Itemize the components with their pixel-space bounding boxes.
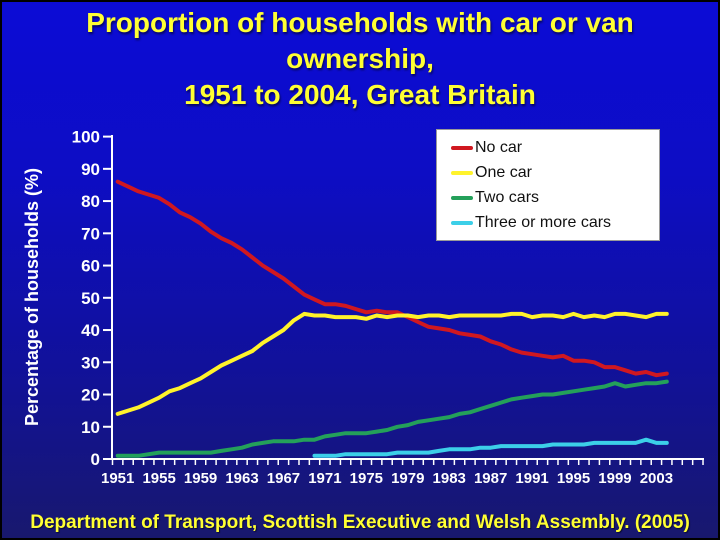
x-tick-label: 1995 bbox=[557, 470, 590, 487]
x-tick-label: 1971 bbox=[308, 470, 341, 487]
x-tick-label: 1967 bbox=[267, 470, 300, 487]
series-line-one-car bbox=[115, 311, 669, 416]
y-axis-title: Percentage of households (%) bbox=[22, 168, 42, 426]
x-tick-label: 1979 bbox=[391, 470, 424, 487]
series-line-no-car bbox=[115, 179, 669, 378]
legend-label-three-or-more-cars: Three or more cars bbox=[475, 213, 612, 231]
legend-label-one-car: One car bbox=[475, 163, 532, 181]
x-tick-label: 1951 bbox=[101, 470, 134, 487]
x-tick-label: 1987 bbox=[474, 470, 507, 487]
x-tick-label: 1959 bbox=[184, 470, 217, 487]
legend: No car One car Two cars Three or more cars bbox=[436, 129, 660, 241]
slide-title-line-3: 1951 to 2004, Great Britain bbox=[184, 79, 536, 110]
x-tick-label: 1955 bbox=[142, 470, 175, 487]
x-tick-label: 1991 bbox=[515, 470, 548, 487]
slide-title: Proportion of households with car or van… bbox=[2, 5, 718, 113]
y-tick-label: 50 bbox=[81, 289, 100, 308]
series-line-three-or-more-cars bbox=[312, 437, 669, 458]
legend-swatch-one-car bbox=[451, 170, 473, 175]
legend-item-one-car: One car bbox=[451, 164, 655, 182]
legend-label-no-car: No car bbox=[475, 138, 523, 156]
legend-swatch-two-cars bbox=[451, 195, 473, 200]
legend-label-two-cars: Two cars bbox=[475, 188, 540, 206]
legend-item-three-or-more-cars: Three or more cars bbox=[451, 214, 655, 232]
slide-title-line-1: Proportion of households with car or van bbox=[86, 7, 634, 38]
y-tick-label: 20 bbox=[81, 386, 100, 405]
legend-item-no-car: No car bbox=[451, 139, 655, 157]
x-tick-label: 1975 bbox=[350, 470, 383, 487]
legend-swatch-three-or-more-cars bbox=[451, 220, 473, 225]
y-tick-label: 10 bbox=[81, 418, 100, 437]
y-tick-label: 30 bbox=[81, 353, 100, 372]
y-tick-label: 100 bbox=[72, 128, 100, 147]
y-tick-label: 0 bbox=[91, 450, 100, 469]
x-tick-label: 1999 bbox=[598, 470, 631, 487]
legend-swatch-no-car bbox=[451, 145, 473, 150]
y-tick-label: 60 bbox=[81, 257, 100, 276]
x-tick-label: 1963 bbox=[225, 470, 258, 487]
y-tick-label: 70 bbox=[81, 224, 100, 243]
series-line-two-cars bbox=[115, 379, 669, 458]
source-caption: Department of Transport, Scottish Execut… bbox=[30, 512, 690, 533]
y-tick-label: 40 bbox=[81, 321, 100, 340]
slide-title-line-2: ownership, bbox=[286, 43, 434, 74]
x-tick-label: 2003 bbox=[640, 470, 673, 487]
x-tick-label: 1983 bbox=[433, 470, 466, 487]
legend-item-two-cars: Two cars bbox=[451, 189, 655, 207]
y-tick-label: 80 bbox=[81, 192, 100, 211]
y-tick-label: 90 bbox=[81, 160, 100, 179]
